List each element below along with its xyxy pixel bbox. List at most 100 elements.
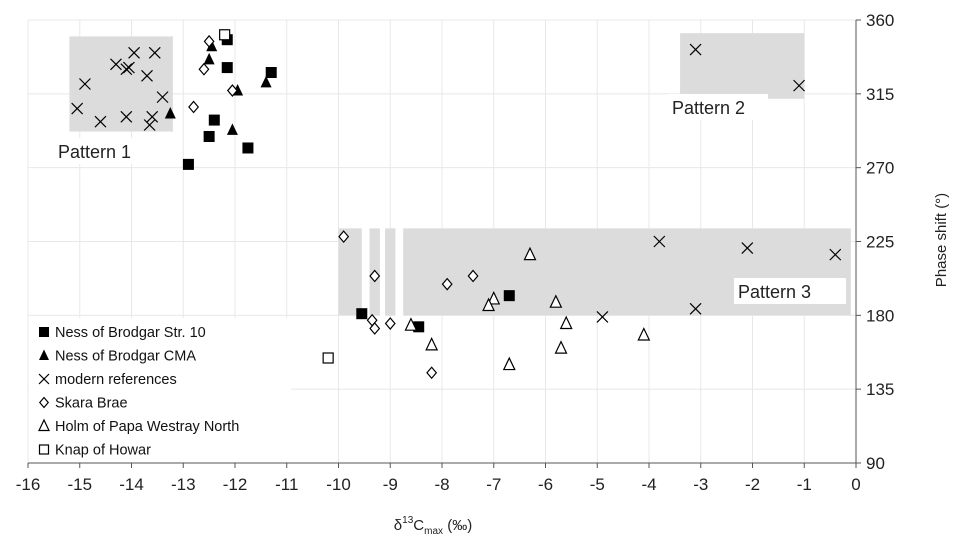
x-tick-label: -3 <box>693 475 708 494</box>
data-point <box>79 78 91 90</box>
legend-marker <box>38 373 50 385</box>
x-stroke <box>128 46 141 59</box>
data-point <box>146 110 159 123</box>
data-point <box>356 308 368 320</box>
x-stroke <box>122 61 135 74</box>
x-stroke <box>689 43 702 56</box>
data-point <box>71 102 84 115</box>
pattern-gap <box>395 227 404 317</box>
data-point <box>549 294 563 308</box>
x-tick-label: -1 <box>797 475 812 494</box>
pattern-region <box>680 33 805 99</box>
data-point <box>242 142 254 154</box>
y-tick-label: 135 <box>866 380 894 399</box>
x-stroke <box>156 91 169 104</box>
x-tick-label: 0 <box>851 475 860 494</box>
data-point <box>226 123 238 135</box>
x-stroke <box>38 373 50 385</box>
data-point <box>188 100 200 114</box>
data-point <box>322 352 334 364</box>
data-points <box>71 29 842 380</box>
data-point <box>637 327 651 341</box>
data-point <box>128 46 141 59</box>
data-point <box>122 61 135 74</box>
data-point <box>404 317 418 331</box>
data-point <box>226 84 238 97</box>
x-tick-label: -11 <box>275 475 298 494</box>
legend-label: Skara Brae <box>55 396 128 412</box>
data-point <box>487 291 501 305</box>
x-tick-label: -10 <box>326 475 351 494</box>
y-tick-label: 225 <box>866 233 894 252</box>
data-point <box>369 269 381 283</box>
y-tick-label: 90 <box>866 454 885 473</box>
x-stroke <box>829 248 842 261</box>
x-stroke <box>146 110 159 123</box>
pattern-gap <box>379 227 386 317</box>
x-stroke <box>793 79 805 92</box>
legend-marker <box>38 444 50 455</box>
y-tick-label: 315 <box>866 85 894 104</box>
data-point <box>203 34 215 48</box>
x-stroke <box>653 235 666 248</box>
y-tick-label: 180 <box>866 306 894 325</box>
data-point <box>120 110 133 123</box>
data-point <box>426 366 438 380</box>
data-point <box>523 246 537 261</box>
legend-marker <box>38 418 50 432</box>
data-point <box>141 69 153 82</box>
data-point <box>596 311 609 323</box>
data-point <box>741 242 754 254</box>
data-point <box>198 62 210 76</box>
data-point <box>689 302 702 315</box>
x-tick-label: -16 <box>16 475 41 494</box>
y-tick-labels: 90 135 180 225 270 315 360 <box>866 11 894 473</box>
pattern-label-bg <box>54 138 174 164</box>
legend-marker <box>39 349 49 360</box>
data-point <box>829 248 842 261</box>
x-tick-label: -13 <box>171 475 196 494</box>
legend-label: Holm of Papa Westray North <box>55 419 239 435</box>
x-tick-labels: -16 -15 -14 -13 -12 -11 -10 -9 -8 -7 -6 -5 -4 -3 -2 -1 0 <box>16 475 861 494</box>
x-stroke <box>120 63 133 76</box>
legend-marker <box>39 327 49 337</box>
pattern-label-bg <box>668 94 768 120</box>
pattern-regions: Pattern 1 Pattern 2 Pattern 3 <box>54 33 851 317</box>
x-stroke <box>689 302 702 315</box>
pattern-label: Pattern 2 <box>672 98 745 118</box>
legend-label: Ness of Brodgar CMA <box>55 349 196 365</box>
data-point <box>206 39 218 52</box>
data-point <box>156 91 169 104</box>
data-point <box>502 356 516 371</box>
legend: Ness of Brodgar Str. 10 Ness of Brodgar C… <box>29 318 291 462</box>
axes <box>27 19 861 468</box>
pattern-gap <box>361 227 370 317</box>
x-tick-label: -14 <box>119 475 144 494</box>
data-point <box>94 115 107 128</box>
x-stroke <box>741 242 754 254</box>
data-point <box>467 269 479 283</box>
data-point <box>559 315 573 330</box>
data-point <box>221 62 233 74</box>
legend-label: Ness of Brodgar Str. 10 <box>55 325 206 341</box>
data-point <box>219 29 231 41</box>
data-point <box>265 67 277 79</box>
x-tick-label: -6 <box>538 475 553 494</box>
x-stroke <box>71 102 84 115</box>
y-tick-label: 270 <box>866 159 894 178</box>
x-tick-label: -7 <box>486 475 501 494</box>
x-axis-title: δ13Cmax (‰) <box>394 515 472 537</box>
data-point <box>120 63 133 76</box>
x-stroke <box>596 311 609 323</box>
data-point <box>554 340 568 354</box>
x-tick-label: -12 <box>223 475 248 494</box>
data-point <box>203 52 215 65</box>
data-point <box>482 297 496 312</box>
data-point <box>110 58 122 71</box>
data-point <box>384 317 396 330</box>
legend-label: Knap of Howar <box>55 443 151 459</box>
legend-label: modern references <box>55 372 177 388</box>
data-point <box>203 130 215 142</box>
y-axis-title: Phase shift (°) <box>933 193 950 287</box>
